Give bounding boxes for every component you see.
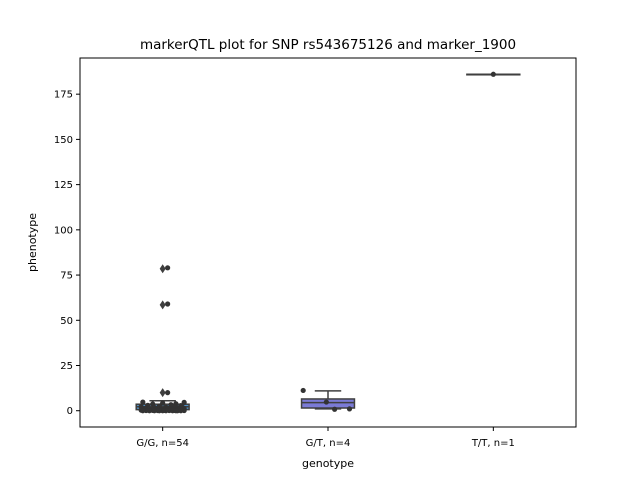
data-point <box>151 408 157 414</box>
data-point <box>156 408 162 414</box>
data-point <box>178 408 184 414</box>
data-point <box>300 387 306 394</box>
data-point <box>332 406 338 412</box>
x-axis: G/G, n=54 G/T, n=4 T/T, n=1 <box>136 427 515 449</box>
x-tick-label: T/T, n=1 <box>471 438 515 449</box>
data-point <box>140 399 146 405</box>
y-tick-label: 0 <box>67 406 73 417</box>
data-point <box>346 406 353 412</box>
box-1 <box>300 390 356 410</box>
plot-area <box>135 71 521 414</box>
data-point <box>146 408 153 414</box>
y-tick-label: 125 <box>54 180 73 191</box>
y-tick-label: 150 <box>54 135 73 146</box>
y-axis-label: phenotype <box>26 213 39 272</box>
data-point <box>140 408 146 414</box>
data-point <box>165 301 171 307</box>
data-point <box>173 408 179 414</box>
y-tick-label: 100 <box>54 225 73 236</box>
y-tick-label: 75 <box>60 271 73 282</box>
outlier-marker <box>159 388 166 398</box>
data-point <box>323 399 329 405</box>
data-point <box>490 71 496 77</box>
data-point <box>181 399 187 405</box>
x-tick-label: G/G, n=54 <box>136 438 189 449</box>
outlier-marker <box>159 264 166 274</box>
box-0 <box>135 264 190 412</box>
plot-frame <box>79 57 577 428</box>
x-axis-label: genotype <box>302 457 354 470</box>
y-tick-label: 175 <box>54 90 73 101</box>
data-point <box>165 265 171 271</box>
y-tick-label: 25 <box>60 361 73 372</box>
data-points <box>138 71 496 414</box>
chart-title: markerQTL plot for SNP rs543675126 and m… <box>140 37 516 53</box>
outlier-marker <box>159 300 166 310</box>
data-point <box>165 390 171 396</box>
y-tick-label: 50 <box>60 316 73 327</box>
x-tick-label: G/T, n=4 <box>306 438 351 449</box>
y-axis: 0 25 50 75 100 125 150 175 <box>54 90 80 417</box>
